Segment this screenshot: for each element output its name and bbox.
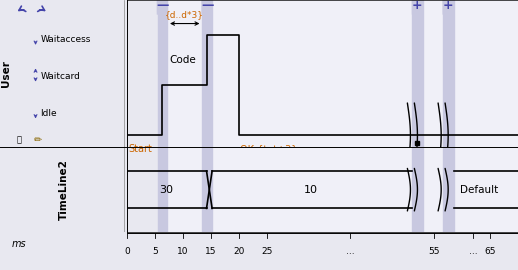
Text: ✏: ✏ <box>34 135 42 145</box>
Bar <box>454 0 518 147</box>
Text: —: — <box>156 0 168 12</box>
Text: Code: Code <box>169 55 196 65</box>
Bar <box>212 147 412 232</box>
Text: Start: Start <box>128 144 152 154</box>
Text: ...: ... <box>469 247 478 256</box>
Text: {d..d*3}: {d..d*3} <box>165 10 204 19</box>
Bar <box>423 147 442 232</box>
Text: OK {t..t+3}: OK {t..t+3} <box>240 144 297 154</box>
Text: 5: 5 <box>152 247 157 256</box>
Bar <box>423 0 442 147</box>
FancyBboxPatch shape <box>442 0 454 15</box>
Text: TimeLine2: TimeLine2 <box>59 159 68 220</box>
Text: 20: 20 <box>233 247 244 256</box>
Bar <box>203 0 212 147</box>
Text: 10: 10 <box>177 247 189 256</box>
Text: ...: ... <box>346 247 355 256</box>
Bar <box>212 0 412 147</box>
Text: 10: 10 <box>304 185 318 195</box>
Text: 25: 25 <box>261 247 272 256</box>
Bar <box>412 0 423 147</box>
Text: Waitaccess: Waitaccess <box>40 35 91 44</box>
Text: ms: ms <box>12 238 26 249</box>
Bar <box>167 0 203 147</box>
Bar <box>454 147 518 232</box>
Text: Default: Default <box>460 185 498 195</box>
Text: —: — <box>201 0 213 12</box>
Text: Idle: Idle <box>40 109 57 118</box>
FancyBboxPatch shape <box>202 0 213 15</box>
Text: 30: 30 <box>159 185 173 195</box>
Bar <box>157 0 167 147</box>
FancyBboxPatch shape <box>156 0 168 15</box>
Text: 65: 65 <box>484 247 496 256</box>
Text: 15: 15 <box>205 247 217 256</box>
Bar <box>203 147 212 232</box>
Text: 0: 0 <box>124 247 130 256</box>
Text: +: + <box>443 0 453 12</box>
Text: 55: 55 <box>428 247 440 256</box>
Text: User: User <box>2 60 11 87</box>
Bar <box>167 147 203 232</box>
Text: Waitcard: Waitcard <box>40 72 80 81</box>
Bar <box>442 147 454 232</box>
Text: 📄: 📄 <box>17 135 22 144</box>
Bar <box>412 147 423 232</box>
Bar <box>157 147 167 232</box>
Text: +: + <box>412 0 423 12</box>
FancyBboxPatch shape <box>412 0 423 15</box>
Bar <box>442 0 454 147</box>
